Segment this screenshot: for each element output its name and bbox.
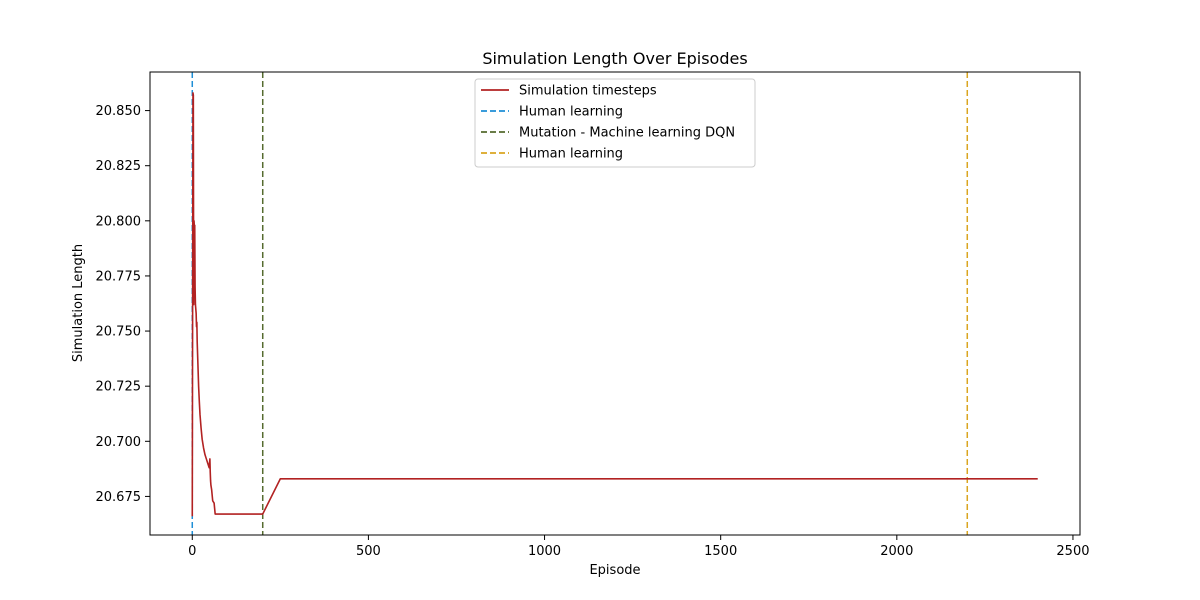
legend-box [474,78,756,168]
legend-entry-label: Simulation timesteps [519,84,657,99]
x-tick-label: 500 [356,544,381,559]
x-tick-label: 1500 [704,544,737,559]
x-axis: 0 500 1000 1500 2000 2500 [188,535,1090,559]
y-axis-label: Simulation Length [71,244,86,362]
y-tick-label: 20.800 [96,214,142,229]
y-axis: 20.675 20.700 20.725 20.750 20.775 20.800 20.8… [96,104,150,505]
y-tick-label: 20.775 [96,269,142,284]
y-tick-label: 20.750 [96,325,142,340]
x-tick-label: 2000 [880,544,913,559]
x-tick-label: 0 [188,544,196,559]
plot-area [191,72,1038,535]
x-tick-label: 2500 [1056,544,1089,559]
x-tick-label: 1000 [528,544,561,559]
legend: Simulation timesteps Human learning Mutati… [474,78,756,168]
y-tick-label: 20.825 [96,159,142,174]
y-tick-label: 20.675 [96,490,142,505]
legend-entry-label: Human learning [519,147,623,162]
y-tick-label: 20.850 [96,104,142,119]
x-axis-label: Episode [589,563,640,578]
y-tick-label: 20.725 [96,380,142,395]
legend-entry-label: Mutation - Machine learning DQN [519,126,735,141]
legend-entry-label: Human learning [519,105,623,120]
series-line-1 [191,92,1038,517]
chart-title: Simulation Length Over Episodes [482,49,747,68]
plot-frame [149,71,1081,536]
y-tick-label: 20.700 [96,435,142,450]
